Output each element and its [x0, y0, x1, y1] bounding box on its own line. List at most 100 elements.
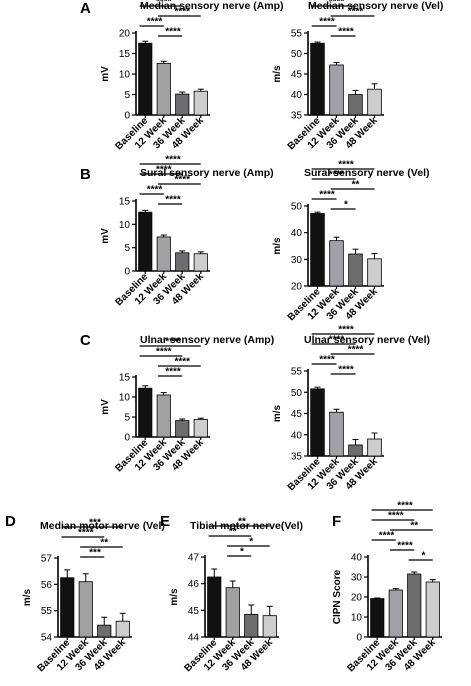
significance-label: **** [147, 185, 163, 196]
bar-36-week [348, 444, 363, 457]
bar-36-week [175, 252, 190, 272]
bar-baseline [310, 388, 325, 457]
significance-label: * [422, 551, 426, 562]
y-tick-label: 0 [124, 433, 130, 444]
y-axis-label: m/s [272, 237, 283, 255]
bar-36-week [175, 420, 190, 438]
y-tick-label: 10 [351, 613, 363, 624]
y-axis-label: mV [100, 66, 111, 82]
bar-baseline [370, 598, 385, 638]
bar-12-week [156, 394, 171, 438]
significance-label: **** [329, 170, 345, 181]
chart-panel-2: Median sensory nerve (Vel)3540455055m/sB… [272, 0, 443, 152]
bar-48-week [193, 418, 208, 438]
significance-label: *** [89, 548, 101, 559]
bar-baseline [138, 42, 153, 116]
y-tick-label: 15 [119, 49, 131, 60]
bar-12-week [156, 62, 171, 116]
panel-letter: B [80, 166, 91, 183]
y-tick-label: 55 [41, 606, 53, 617]
bar-12-week [156, 236, 171, 272]
y-tick-label: 5 [124, 90, 130, 101]
y-tick-label: 20 [351, 593, 363, 604]
chart-title: Median motor nerve (Vel) [40, 520, 165, 532]
bar-baseline [138, 211, 153, 272]
panel-letter: C [80, 332, 91, 349]
y-tick-label: 46 [188, 579, 200, 590]
significance-label: ** [100, 538, 108, 549]
y-tick-label: 55 [291, 367, 303, 378]
significance-label: **** [165, 155, 181, 166]
bar-36-week [244, 613, 259, 638]
y-tick-label: 50 [291, 388, 303, 399]
y-tick-label: 30 [291, 255, 303, 266]
bar-baseline [207, 576, 222, 638]
significance-label: **** [348, 7, 364, 18]
significance-label: **** [165, 27, 181, 38]
y-tick-label: 10 [119, 70, 131, 81]
significance-label: ** [410, 521, 418, 532]
chart-title: Sural sensory nerve (Amp) [140, 167, 274, 179]
significance-label: **** [156, 0, 172, 8]
significance-label: **** [147, 17, 163, 28]
y-tick-label: 20 [291, 282, 303, 293]
y-axis-label: m/s [169, 588, 180, 606]
bar-baseline [60, 577, 75, 638]
bar-48-week [367, 258, 382, 287]
significance-label: **** [319, 17, 335, 28]
bar-48-week [367, 438, 382, 457]
bar-48-week [262, 615, 277, 638]
y-tick-label: 15 [119, 373, 131, 384]
chart-panel-1: A Median sensory nerve (Amp)05101520mVBas… [80, 0, 284, 152]
significance-label: * [249, 537, 253, 548]
bar-12-week [388, 589, 403, 638]
y-tick-label: 40 [291, 228, 303, 239]
bar-48-week [115, 620, 130, 638]
bar-12-week [78, 581, 93, 638]
y-tick-label: 40 [291, 430, 303, 441]
y-tick-label: 54 [41, 633, 53, 644]
significance-label: ** [238, 517, 246, 528]
bar-baseline [138, 387, 153, 438]
y-tick-label: 5 [124, 243, 130, 254]
y-tick-label: 40 [351, 553, 363, 564]
bar-36-week [407, 573, 422, 638]
bar-12-week [225, 587, 240, 638]
chart-panel-4: Sural sensory nerve (Vel)20304050m/sBase… [272, 160, 429, 324]
bar-36-week [175, 93, 190, 116]
y-tick-label: 20 [119, 29, 131, 40]
significance-label: **** [348, 345, 364, 356]
panel-letter: A [80, 0, 91, 17]
y-tick-label: 55 [291, 29, 303, 40]
significance-label: **** [388, 511, 404, 522]
y-tick-label: 40 [291, 90, 303, 101]
significance-label: **** [397, 501, 413, 512]
bar-48-week [367, 88, 382, 116]
y-tick-label: 0 [124, 111, 130, 122]
bar-48-week [425, 581, 440, 638]
y-tick-label: 35 [291, 452, 303, 463]
significance-label: * [240, 547, 244, 558]
y-tick-label: 15 [119, 197, 131, 208]
chart-title: Median sensory nerve (Vel) [308, 0, 443, 12]
significance-label: **** [165, 337, 181, 348]
chart-panel-6: Ulnar sensory nerve (Vel)3540455055m/sBa… [272, 325, 430, 494]
significance-label: **** [174, 175, 190, 186]
chart-panel-8: E Tibial motor nerve(Vel)44454647m/sBasel… [160, 513, 303, 674]
significance-label: ** [352, 180, 360, 191]
y-tick-label: 47 [188, 553, 200, 564]
y-axis-label: CIPN Score [332, 569, 343, 624]
significance-label: **** [156, 347, 172, 358]
y-tick-label: 57 [41, 554, 53, 565]
y-tick-label: 30 [351, 573, 363, 584]
significance-label: **** [338, 325, 354, 336]
y-axis-label: mV [100, 228, 111, 244]
significance-label: *** [89, 518, 101, 529]
y-tick-label: 35 [291, 111, 303, 122]
chart-title: Median sensory nerve (Amp) [140, 0, 284, 12]
significance-label: **** [329, 335, 345, 346]
y-tick-label: 0 [356, 633, 362, 644]
panel-letter: F [332, 513, 341, 530]
y-axis-label: m/s [22, 588, 33, 606]
